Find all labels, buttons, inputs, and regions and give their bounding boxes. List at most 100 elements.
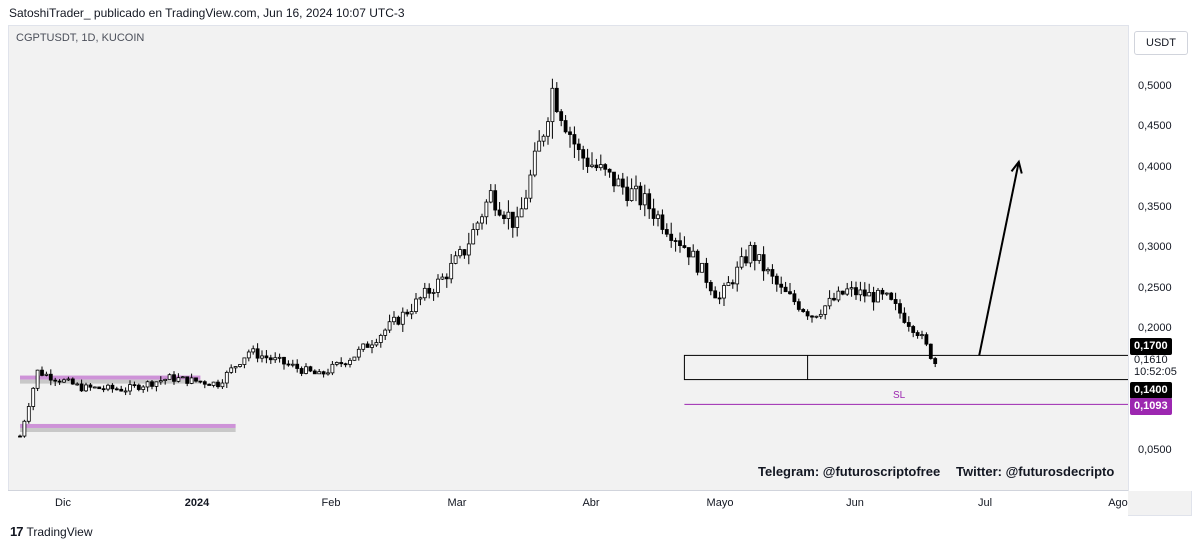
candle-up (387, 321, 392, 331)
currency-button[interactable]: USDT (1134, 31, 1188, 55)
candle-up (233, 366, 238, 369)
candle-up (356, 348, 361, 358)
candle-up (92, 386, 97, 389)
candle-down (801, 309, 806, 312)
candle-up (691, 250, 696, 258)
candle-down (607, 168, 612, 173)
candle-up (163, 378, 168, 381)
candle-down (871, 292, 876, 303)
candle-up (823, 305, 828, 315)
x-tick-label: Mayo (706, 497, 734, 509)
candle-up (224, 371, 229, 384)
candle-up (867, 292, 872, 297)
candle-down (150, 381, 154, 387)
candle-up (453, 255, 458, 264)
candle-up (827, 297, 832, 307)
candle-down (594, 164, 599, 169)
candle-down (88, 384, 93, 388)
price-label-stop-loss: 0,1093 (1130, 398, 1172, 415)
candle-up (528, 174, 533, 199)
telegram-annotation: Telegram: @futuroscriptofree (758, 464, 941, 479)
candle-up (176, 377, 181, 382)
candle-down (713, 290, 718, 299)
candle-down (933, 358, 938, 365)
candle-down (673, 240, 678, 242)
candle-up (251, 348, 256, 353)
candle-up (378, 334, 383, 343)
x-tick-label: Jul (977, 497, 993, 509)
candle-down (40, 369, 44, 376)
candle-up (62, 379, 66, 383)
current-price-label: 0,1610 10:52:05 (1134, 354, 1177, 378)
price-axis[interactable] (1128, 25, 1193, 491)
support-zone-grey (20, 427, 236, 433)
candle-down (427, 287, 432, 294)
candle-down (708, 282, 713, 292)
candle-up (334, 362, 339, 365)
candle-down (554, 87, 559, 113)
candle-up (26, 406, 31, 422)
candle-up (31, 387, 36, 407)
support-zone-grey (20, 379, 201, 384)
time-axis[interactable] (8, 490, 1128, 517)
candle-up (66, 378, 71, 381)
price-label-upper-zone: 0,1700 (1130, 338, 1172, 355)
candle-down (185, 376, 190, 384)
candle-up (145, 381, 150, 388)
candle-up (550, 87, 555, 123)
candle-up (154, 381, 159, 387)
candle-down (761, 254, 766, 272)
candle-up (414, 298, 418, 312)
candle-up (418, 297, 423, 300)
candle-down (110, 384, 115, 390)
candle-down (752, 244, 757, 261)
candle-down (832, 297, 836, 301)
candle-up (238, 364, 242, 367)
x-tick-label: Jun (846, 497, 864, 509)
candle-down (282, 356, 286, 365)
tradingview-wordmark: TradingView (26, 524, 93, 539)
y-tick-label: 0,2000 (1138, 322, 1172, 334)
candle-down (343, 363, 348, 366)
candle-up (22, 420, 27, 437)
y-tick-label: 0,3000 (1138, 241, 1172, 253)
candle-down (312, 370, 317, 375)
candle-down (585, 157, 590, 167)
candle-down (202, 381, 207, 385)
candle-up (642, 193, 647, 206)
candle-up (616, 178, 621, 187)
candle-up (35, 369, 40, 389)
symbol-info[interactable]: CGPTUSDT, 1D, KUCOIN (16, 32, 145, 44)
candle-up (519, 208, 524, 218)
candle-up (836, 290, 841, 301)
candle-up (537, 140, 542, 152)
candle-up (75, 383, 80, 386)
candle-down (647, 193, 652, 210)
candle-up (352, 356, 357, 361)
candle-down (581, 149, 586, 159)
candle-down (788, 291, 792, 295)
candle-up (722, 285, 726, 299)
candle-up (242, 357, 247, 365)
candle-down (805, 311, 810, 317)
candle-up (400, 311, 405, 325)
footer-brand[interactable]: 17 TradingView (10, 524, 93, 539)
candle-up (229, 367, 234, 373)
projection-arrow-head-icon (1010, 159, 1023, 174)
candlestick-chart (18, 78, 1129, 438)
candle-down (730, 282, 735, 285)
candle-down (796, 301, 801, 310)
candle-down (48, 373, 53, 381)
candle-up (374, 342, 379, 346)
candle-down (678, 240, 682, 246)
candle-up (484, 201, 489, 218)
chart-plot-area[interactable] (9, 26, 1129, 491)
candle-down (563, 120, 568, 133)
candle-up (158, 380, 163, 383)
candle-down (717, 297, 722, 300)
candle-up (480, 216, 484, 224)
candle-up (189, 377, 194, 384)
y-tick-label: 0,2500 (1138, 282, 1172, 294)
candle-down (898, 303, 902, 314)
candle-up (475, 222, 480, 230)
